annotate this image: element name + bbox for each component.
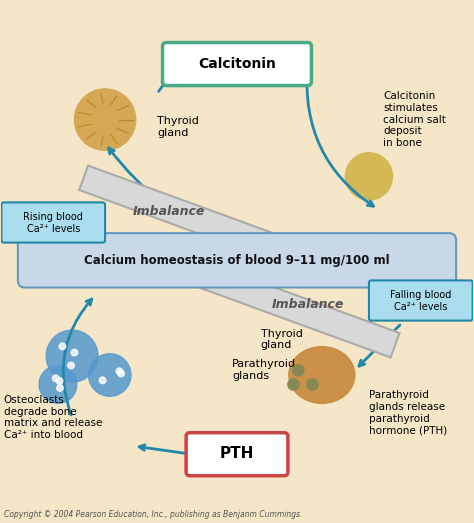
Text: Thyroid
gland: Thyroid gland <box>261 329 302 350</box>
Circle shape <box>89 354 131 396</box>
Circle shape <box>39 366 77 403</box>
Circle shape <box>71 349 78 356</box>
FancyBboxPatch shape <box>1 202 105 243</box>
Circle shape <box>46 330 98 382</box>
FancyBboxPatch shape <box>163 42 311 86</box>
Circle shape <box>288 379 299 390</box>
Text: Parathyroid
glands release
parathyroid
hormone (PTH): Parathyroid glands release parathyroid h… <box>369 391 447 435</box>
Circle shape <box>292 365 304 376</box>
Ellipse shape <box>289 347 355 403</box>
Text: Thyroid
gland: Thyroid gland <box>157 116 199 138</box>
FancyBboxPatch shape <box>18 233 456 288</box>
Circle shape <box>99 377 106 384</box>
Circle shape <box>56 378 63 384</box>
Text: Calcitonin: Calcitonin <box>198 58 276 71</box>
Text: Rising blood
Ca²⁺ levels: Rising blood Ca²⁺ levels <box>23 212 83 234</box>
Polygon shape <box>79 166 301 268</box>
Circle shape <box>57 385 63 391</box>
FancyBboxPatch shape <box>369 280 473 321</box>
Text: PTH: PTH <box>220 447 254 461</box>
Text: Osteoclasts
degrade bone
matrix and release
Ca²⁺ into blood: Osteoclasts degrade bone matrix and rele… <box>4 395 102 440</box>
Text: Copyright © 2004 Pearson Education, Inc., publishing as Benjanm Cummings.: Copyright © 2004 Pearson Education, Inc.… <box>4 510 302 519</box>
Ellipse shape <box>359 153 378 181</box>
Text: Calcium homeostasis of blood 9–11 mg/100 ml: Calcium homeostasis of blood 9–11 mg/100… <box>84 254 390 267</box>
Circle shape <box>307 379 318 390</box>
Circle shape <box>68 362 74 369</box>
Circle shape <box>53 375 59 382</box>
Text: Imbalance: Imbalance <box>133 206 205 218</box>
Polygon shape <box>178 255 400 357</box>
Circle shape <box>74 89 136 150</box>
Text: Falling blood
Ca²⁺ levels: Falling blood Ca²⁺ levels <box>390 290 451 312</box>
FancyBboxPatch shape <box>186 433 288 476</box>
Text: Calcitonin
stimulates
calcium salt
deposit
in bone: Calcitonin stimulates calcium salt depos… <box>383 92 446 148</box>
Text: Imbalance: Imbalance <box>272 298 344 311</box>
Circle shape <box>116 368 123 374</box>
Circle shape <box>59 343 66 350</box>
Circle shape <box>346 153 392 200</box>
Circle shape <box>118 370 124 377</box>
Text: Parathyroid
glands: Parathyroid glands <box>232 359 296 381</box>
